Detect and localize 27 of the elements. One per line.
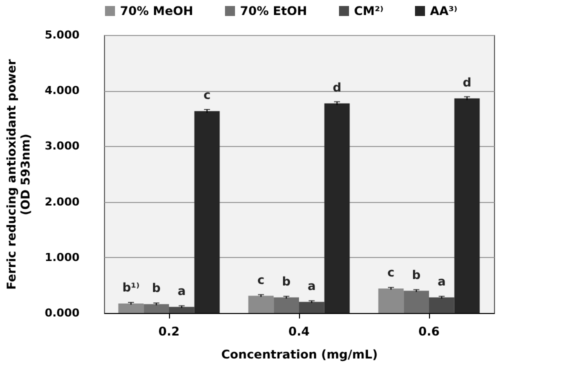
- y-tick-label: 4.000: [44, 84, 80, 98]
- data-label: c: [387, 266, 395, 280]
- data-label: b: [412, 268, 422, 282]
- x-tick-label: 0.2: [158, 324, 180, 338]
- data-label: b: [282, 274, 292, 288]
- y-tick-label: 1.000: [44, 250, 80, 264]
- y-axis-title: Ferric reducing antioxidant power (OD 593nm): [4, 59, 33, 290]
- data-label: b: [152, 281, 162, 296]
- data-label: d: [332, 80, 342, 94]
- y-tick-label: 0.000: [44, 306, 80, 320]
- data-label: c: [203, 88, 211, 102]
- x-tick-label: 0.6: [418, 324, 440, 338]
- y-tick-label: 3.000: [44, 140, 80, 153]
- legend-label: CM²⁾: [354, 4, 384, 18]
- x-tick-label: 0.4: [288, 324, 310, 338]
- y-tick-label: 2.000: [44, 195, 80, 208]
- data-label: a: [438, 274, 446, 288]
- legend-label: 70% EtOH: [240, 4, 308, 18]
- legend-label: 70% MeOH: [120, 4, 194, 18]
- legend-label: AA³⁾: [430, 4, 458, 18]
- x-axis-title: Concentration (mg/mL): [221, 348, 378, 362]
- data-label: d: [462, 75, 472, 90]
- y-tick-label: 5.000: [44, 28, 80, 42]
- data-label: a: [178, 284, 186, 298]
- data-label: a: [308, 278, 316, 293]
- data-label: b¹⁾: [122, 280, 140, 295]
- data-label: c: [257, 272, 265, 287]
